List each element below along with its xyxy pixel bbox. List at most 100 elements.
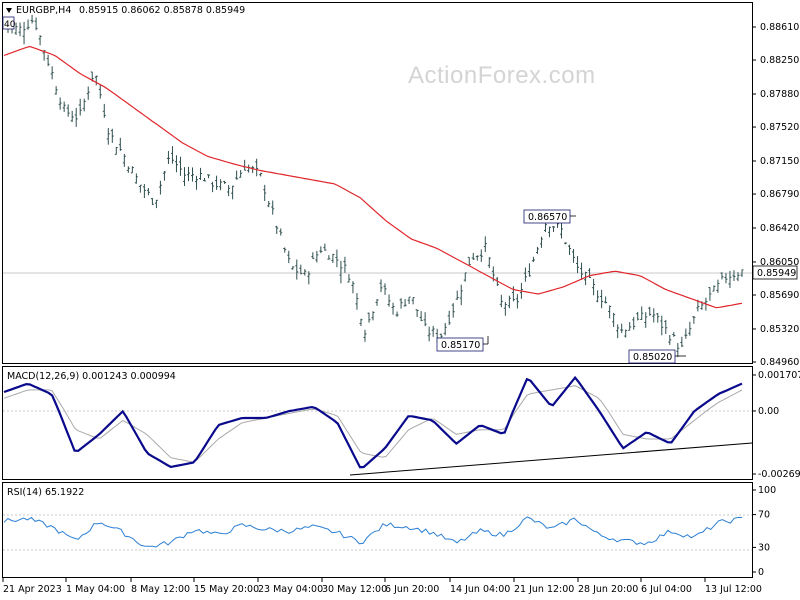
time-tick-label: 21 Jun 12:00 (514, 584, 574, 595)
candle (235, 170, 239, 180)
candle (347, 274, 351, 283)
price-tick-label: 0.85320 (760, 324, 799, 335)
candle (271, 200, 275, 215)
candle (367, 312, 371, 323)
candle (170, 146, 174, 164)
candle (30, 14, 34, 24)
watermark: ActionForex.com (408, 62, 596, 89)
candle (303, 269, 307, 276)
symbol-label: EURGBP,H4 (16, 5, 71, 16)
rsi-tick-label: 30 (758, 542, 770, 553)
candle (110, 128, 114, 143)
candle (211, 181, 215, 193)
candle (652, 308, 656, 323)
candle (102, 103, 106, 118)
candle (463, 272, 467, 282)
candle (503, 301, 507, 316)
candle (644, 312, 648, 328)
time-tick-label: 6 Jul 04:00 (641, 584, 692, 595)
candle (66, 104, 70, 117)
candle (259, 172, 263, 177)
candle (182, 167, 186, 186)
time-tick-label: 28 Jun 20:00 (578, 584, 638, 595)
candle (616, 324, 620, 339)
candle (720, 272, 724, 280)
annotation-high: 0.86570 (523, 209, 576, 224)
candle (134, 173, 138, 184)
annotation-low-2-label: 0.85020 (633, 352, 672, 363)
dropdown-arrow-icon[interactable] (6, 8, 12, 13)
candle (592, 278, 596, 296)
candle (600, 289, 604, 309)
candle (227, 184, 231, 197)
macd-signal-line (3, 385, 743, 463)
candle (728, 270, 732, 288)
candle (207, 174, 211, 179)
candle (195, 175, 199, 190)
candle (98, 84, 102, 99)
candle (632, 316, 636, 330)
candle (375, 299, 379, 306)
candle (668, 335, 672, 345)
candle (287, 250, 291, 264)
price-tick-label: 0.88610 (760, 22, 799, 33)
candle (335, 249, 339, 268)
candle (732, 270, 736, 281)
candle (138, 184, 142, 193)
candle (740, 269, 744, 277)
candle (688, 321, 692, 336)
time-tick-label: 15 May 20:00 (194, 584, 259, 595)
candle (62, 101, 66, 112)
macd-panel-frame (2, 366, 753, 480)
candle (255, 158, 259, 177)
candle (343, 256, 347, 273)
annotation-low-1-label: 0.85170 (441, 340, 480, 351)
candle (46, 54, 50, 67)
candle (18, 22, 22, 37)
candle (467, 256, 471, 266)
candle (371, 311, 375, 321)
candle (531, 256, 535, 263)
candle (86, 86, 90, 100)
candle (307, 271, 311, 285)
candle (50, 66, 54, 80)
candle (427, 326, 431, 342)
candle (620, 323, 624, 333)
candle (736, 272, 740, 282)
candle (716, 279, 720, 293)
candle (54, 86, 58, 95)
candle (118, 137, 122, 151)
candle (391, 302, 395, 315)
candle (154, 199, 158, 209)
macd-trendline (349, 442, 753, 476)
candle (423, 312, 427, 327)
candle (576, 256, 580, 274)
candle (311, 252, 315, 259)
candle (507, 295, 511, 309)
price-panel-frame (2, 2, 753, 364)
candle (106, 127, 110, 145)
candle (411, 297, 415, 305)
candle (191, 167, 195, 182)
candle (239, 170, 243, 178)
rsi-tick-label: 70 (758, 510, 770, 521)
candle (692, 316, 696, 324)
candle (624, 329, 628, 338)
price-tick-label: 0.88250 (760, 55, 799, 66)
annotation-low-1: 0.85170 (436, 336, 489, 352)
candle (608, 305, 612, 319)
time-tick-label: 23 May 04:00 (258, 584, 323, 595)
candle (628, 322, 632, 331)
candle (279, 228, 283, 236)
candle (451, 303, 455, 318)
candle (407, 296, 411, 305)
candle (166, 150, 170, 164)
rsi-line (3, 516, 743, 548)
candle (146, 188, 150, 196)
candle (339, 260, 343, 284)
candle (38, 35, 42, 46)
candle (263, 184, 267, 201)
macd-title: MACD(12,26,9) 0.001243 0.000994 (7, 371, 176, 382)
candle (459, 284, 463, 306)
time-tick-label: 30 May 12:00 (322, 584, 387, 595)
